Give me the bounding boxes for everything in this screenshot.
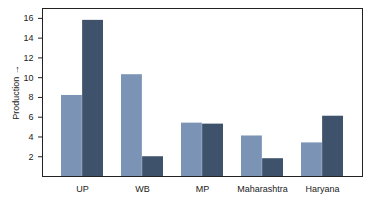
svg-text:Haryana: Haryana [305, 184, 339, 194]
svg-text:WB: WB [135, 184, 150, 194]
svg-text:16: 16 [23, 13, 33, 23]
svg-text:10: 10 [23, 73, 33, 83]
svg-text:14: 14 [23, 33, 33, 43]
svg-text:6: 6 [28, 112, 33, 122]
svg-text:UP: UP [76, 184, 89, 194]
svg-text:8: 8 [28, 92, 33, 102]
svg-text:Production →: Production → [11, 65, 21, 120]
svg-text:12: 12 [23, 53, 33, 63]
svg-text:MP: MP [196, 184, 210, 194]
svg-text:Maharashtra: Maharashtra [237, 184, 288, 194]
svg-text:4: 4 [28, 132, 33, 142]
svg-text:2: 2 [28, 152, 33, 162]
